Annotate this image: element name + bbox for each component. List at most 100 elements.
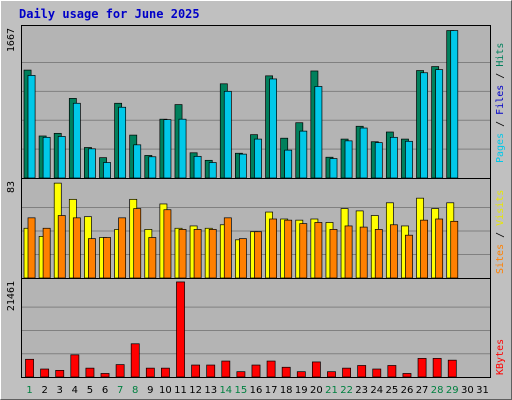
kbytes-bar — [25, 358, 34, 378]
sites-bar — [57, 215, 66, 279]
legend-label: Sites / Visits — [495, 190, 506, 274]
files-bar — [374, 142, 383, 179]
files-bar — [178, 118, 187, 179]
kbytes-bar — [176, 281, 185, 378]
x-tick-label: 12 — [189, 385, 202, 396]
kbytes-bar — [161, 367, 170, 378]
kbytes-bar — [327, 371, 336, 378]
sites-bar — [405, 234, 413, 279]
x-tick-label: 21 — [325, 385, 338, 396]
files-bar — [133, 144, 142, 179]
x-tick-label: 24 — [370, 385, 383, 396]
chart-title: Daily usage for June 2025 — [19, 7, 200, 21]
kbytes-bar — [342, 367, 351, 378]
kbytes-bar — [115, 364, 125, 378]
sites-bar — [27, 217, 36, 279]
files-bar — [435, 69, 444, 179]
kbytes-bar — [296, 371, 306, 378]
kbytes-bar — [432, 358, 442, 378]
files-bar — [208, 162, 217, 179]
x-tick-label: 6 — [102, 385, 108, 396]
files-bar — [284, 149, 293, 179]
legend-sites: Sites — [495, 244, 506, 274]
kbytes-bar — [447, 359, 457, 378]
sites-bar — [374, 229, 383, 279]
files-bar — [42, 136, 51, 179]
sites-bar — [329, 229, 338, 279]
files-bar — [450, 30, 459, 179]
x-tick-label: 2 — [41, 385, 47, 396]
files-bar — [329, 158, 338, 179]
kbytes-bar — [402, 373, 412, 378]
sites-bar — [254, 231, 262, 279]
files-bar — [223, 90, 232, 179]
kbytes-bar — [100, 373, 110, 378]
files-bar — [27, 75, 36, 179]
files-bar — [405, 140, 413, 179]
kbytes-bar — [191, 364, 201, 378]
x-tick-label: 9 — [147, 385, 153, 396]
sites-bar — [450, 220, 459, 279]
kbytes-bar — [311, 361, 321, 378]
x-tick-label: 23 — [355, 385, 368, 396]
x-tick-label: 14 — [219, 385, 232, 396]
files-bar — [103, 162, 111, 179]
kbytes-bar — [40, 368, 50, 378]
legend-pages: Pages — [495, 133, 506, 163]
panel-bg — [22, 279, 490, 377]
files-bar — [314, 86, 323, 179]
kbytes-bar — [372, 368, 382, 378]
x-tick-label: 1 — [26, 385, 32, 396]
files-bar — [118, 106, 127, 179]
kbytes-bar — [236, 371, 246, 378]
legend- /: / — [495, 226, 506, 244]
sites-bar — [359, 226, 368, 279]
kbytes-bar — [206, 364, 216, 378]
files-bar — [88, 148, 96, 179]
sites-bar — [284, 219, 293, 279]
x-tick-label: 19 — [295, 385, 308, 396]
sites-bar — [118, 217, 127, 279]
sites-bar — [88, 238, 96, 279]
sites-bar — [435, 218, 444, 279]
files-bar — [239, 153, 247, 179]
files-bar — [420, 72, 428, 179]
kbytes-bar — [387, 365, 397, 378]
kbytes-bar — [70, 354, 80, 378]
kbytes-bar — [266, 360, 276, 378]
sites-bar — [269, 218, 277, 279]
kbytes-bar — [251, 364, 261, 378]
sites-bar — [103, 237, 111, 279]
x-tick-label: 28 — [431, 385, 444, 396]
legend-label: KBytes — [495, 339, 506, 375]
kbytes-bar — [417, 358, 427, 378]
sites-bar — [420, 219, 428, 279]
kbytes-bar — [85, 367, 95, 378]
legend- /: / — [495, 115, 506, 133]
x-tick-label: 7 — [117, 385, 123, 396]
files-bar — [359, 127, 368, 179]
legend-hits: Hits — [495, 43, 506, 67]
kbytes-bar — [357, 365, 367, 378]
x-tick-label: 26 — [401, 385, 414, 396]
sites-bar — [344, 225, 353, 279]
kbytes-bar — [145, 367, 155, 378]
x-tick-label: 4 — [72, 385, 78, 396]
sites-bar — [193, 229, 202, 279]
x-tick-label: 13 — [204, 385, 217, 396]
x-tick-label: 17 — [265, 385, 278, 396]
files-bar — [389, 136, 398, 179]
legend-visits: Visits — [495, 190, 506, 226]
sites-bar — [314, 222, 323, 279]
files-bar — [344, 140, 353, 179]
kbytes-bar — [55, 370, 65, 378]
legend-kbytes: KBytes — [495, 339, 506, 375]
x-tick-label: 15 — [235, 385, 248, 396]
x-tick-label: 8 — [132, 385, 138, 396]
kbytes-bar — [281, 366, 291, 378]
sites-bar — [239, 238, 247, 279]
files-bar — [72, 102, 81, 179]
